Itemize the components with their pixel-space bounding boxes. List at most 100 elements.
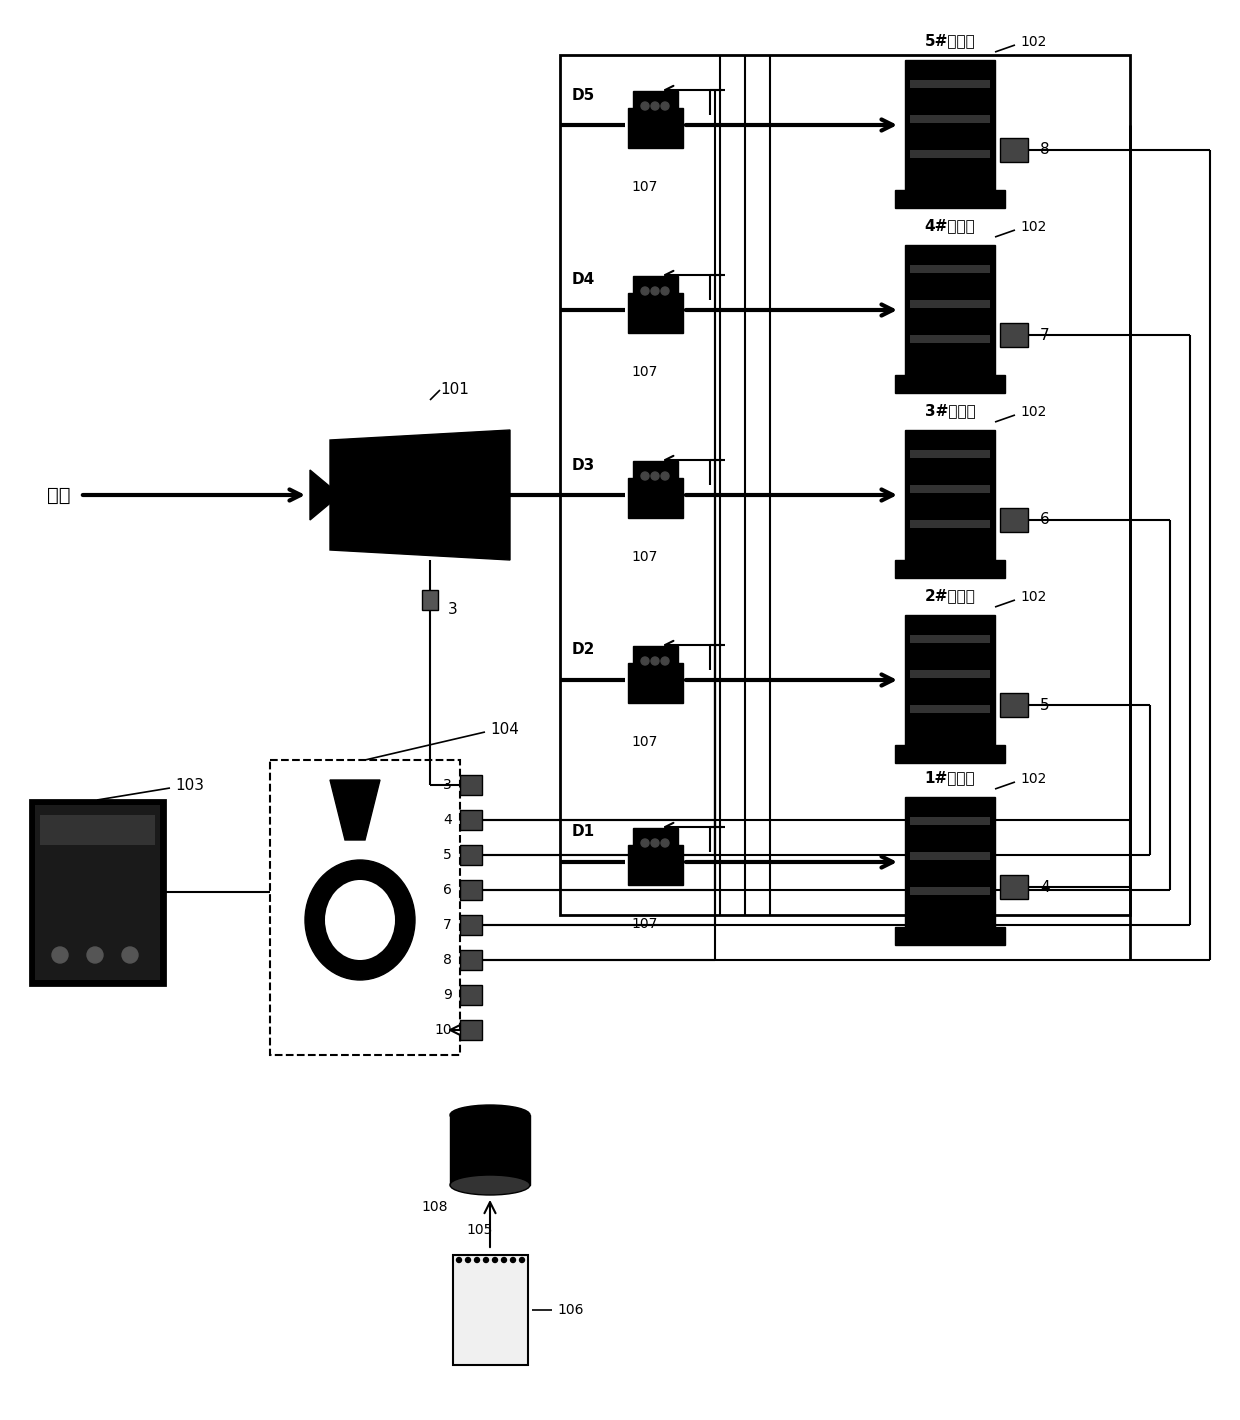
- Circle shape: [484, 1258, 489, 1262]
- Bar: [632, 91, 678, 108]
- Circle shape: [641, 471, 649, 480]
- Text: 6: 6: [1040, 513, 1050, 527]
- Circle shape: [465, 1258, 470, 1262]
- Polygon shape: [310, 470, 340, 520]
- Text: 107: 107: [632, 180, 658, 195]
- Bar: [910, 151, 990, 158]
- Bar: [627, 108, 683, 148]
- Bar: [627, 845, 683, 885]
- Circle shape: [641, 657, 649, 665]
- Bar: [999, 693, 1028, 717]
- Bar: [460, 845, 482, 865]
- Text: 102: 102: [1021, 36, 1047, 50]
- Bar: [905, 246, 994, 375]
- Bar: [910, 450, 990, 459]
- Text: 9: 9: [443, 988, 453, 1003]
- Circle shape: [52, 947, 68, 963]
- Text: 4: 4: [1040, 879, 1049, 895]
- Bar: [453, 1255, 528, 1365]
- Bar: [40, 815, 155, 845]
- Bar: [910, 520, 990, 528]
- Text: 105: 105: [466, 1223, 494, 1237]
- Bar: [460, 985, 482, 1005]
- Bar: [627, 293, 683, 334]
- Bar: [895, 190, 1004, 207]
- Text: D1: D1: [572, 825, 595, 839]
- Text: 6: 6: [443, 883, 453, 897]
- Text: 5: 5: [443, 848, 453, 862]
- Bar: [895, 559, 1004, 578]
- Circle shape: [651, 102, 658, 109]
- Bar: [35, 805, 160, 980]
- Bar: [910, 115, 990, 124]
- Bar: [999, 138, 1028, 162]
- Text: 1#流量计: 1#流量计: [925, 770, 976, 785]
- Circle shape: [661, 102, 670, 109]
- Text: 102: 102: [1021, 589, 1047, 604]
- Circle shape: [87, 947, 103, 963]
- Text: 106: 106: [557, 1304, 584, 1316]
- Circle shape: [492, 1258, 497, 1262]
- Bar: [30, 799, 165, 985]
- Polygon shape: [330, 780, 379, 841]
- Text: 4#流量计: 4#流量计: [925, 219, 976, 233]
- Bar: [905, 60, 994, 190]
- Circle shape: [456, 1258, 461, 1262]
- Bar: [460, 880, 482, 900]
- Text: D4: D4: [572, 273, 595, 287]
- Bar: [632, 462, 678, 479]
- Bar: [905, 430, 994, 559]
- Text: 107: 107: [632, 365, 658, 379]
- Circle shape: [641, 102, 649, 109]
- Ellipse shape: [305, 861, 415, 980]
- Bar: [910, 816, 990, 825]
- Bar: [460, 1020, 482, 1039]
- Polygon shape: [330, 430, 510, 559]
- Text: 零气: 零气: [47, 486, 69, 504]
- Text: D3: D3: [572, 457, 595, 473]
- Bar: [910, 80, 990, 88]
- Text: 8: 8: [1040, 142, 1049, 158]
- Bar: [905, 797, 994, 927]
- Bar: [895, 375, 1004, 393]
- Circle shape: [641, 287, 649, 295]
- Ellipse shape: [325, 880, 396, 960]
- Bar: [460, 914, 482, 934]
- Bar: [910, 486, 990, 493]
- Circle shape: [475, 1258, 480, 1262]
- Bar: [910, 300, 990, 308]
- Text: 107: 107: [632, 550, 658, 564]
- Bar: [460, 950, 482, 970]
- Circle shape: [661, 657, 670, 665]
- Bar: [632, 828, 678, 845]
- Bar: [627, 663, 683, 703]
- Circle shape: [651, 471, 658, 480]
- Circle shape: [511, 1258, 516, 1262]
- Text: 102: 102: [1021, 405, 1047, 419]
- Circle shape: [661, 471, 670, 480]
- Text: 4: 4: [443, 814, 453, 826]
- Text: D5: D5: [572, 88, 595, 102]
- Bar: [910, 888, 990, 895]
- Bar: [910, 335, 990, 344]
- Bar: [999, 322, 1028, 346]
- Text: 107: 107: [632, 917, 658, 932]
- Circle shape: [651, 657, 658, 665]
- Bar: [632, 646, 678, 663]
- Text: 108: 108: [422, 1200, 448, 1214]
- Bar: [460, 809, 482, 831]
- Text: 3: 3: [448, 602, 458, 618]
- Bar: [910, 670, 990, 677]
- Text: 2#流量计: 2#流量计: [925, 588, 976, 604]
- Text: 104: 104: [490, 723, 518, 737]
- Bar: [999, 508, 1028, 532]
- Text: 7: 7: [1040, 328, 1049, 342]
- Circle shape: [661, 287, 670, 295]
- Circle shape: [641, 839, 649, 846]
- Text: 3: 3: [443, 778, 453, 792]
- Circle shape: [651, 287, 658, 295]
- Text: 3#流量计: 3#流量计: [925, 403, 976, 417]
- Text: D2: D2: [572, 642, 595, 657]
- Text: 103: 103: [175, 778, 205, 792]
- Circle shape: [122, 947, 138, 963]
